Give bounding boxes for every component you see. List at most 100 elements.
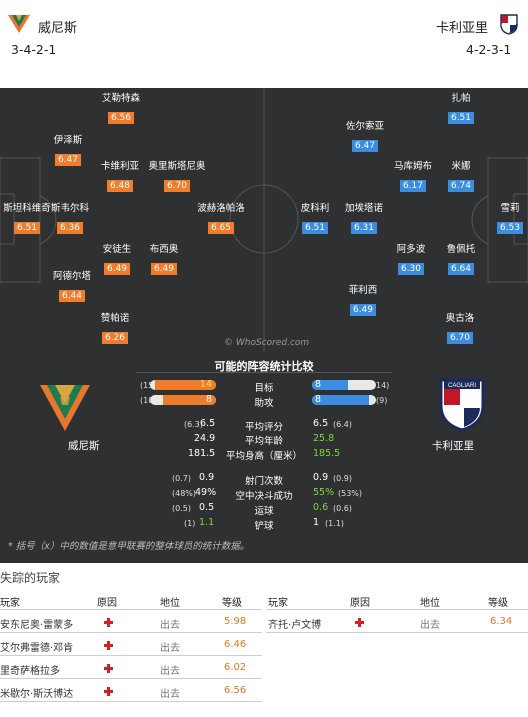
venezia-crest-icon xyxy=(40,385,90,431)
away-player-def-1[interactable]: 扎帕 6.51 xyxy=(421,93,501,124)
assists-away-paren: (9) xyxy=(376,396,388,405)
away-player-am-1[interactable]: 佐尔索亚 6.47 xyxy=(325,121,405,152)
away-label[interactable]: 卡利亚里 xyxy=(432,440,474,452)
goals-label: 目标 xyxy=(254,383,274,394)
missing-players-title: 失踪的玩家 xyxy=(0,571,61,585)
goals-home-value: 14 xyxy=(199,380,212,390)
player-name: 布西奥 xyxy=(149,244,179,255)
avg-age-home: 24.9 xyxy=(194,433,216,444)
tackles-home: 1.1 xyxy=(199,517,215,528)
avg-rating-home: 6.5 xyxy=(200,418,216,429)
player-rating: 6.51 xyxy=(13,222,41,234)
injury-icon xyxy=(104,664,113,673)
away-formation: 4-2-3-1 xyxy=(466,42,512,57)
player-name: 安徒生 xyxy=(102,244,132,255)
avg-age-away: 25.8 xyxy=(313,433,335,444)
player-rating: 6.36 xyxy=(56,222,84,234)
injury-icon xyxy=(104,618,113,627)
svg-text:CAGLIARI: CAGLIARI xyxy=(448,383,476,389)
avg-age-label: 平均年龄 xyxy=(244,436,283,447)
comparison-divider xyxy=(136,372,392,373)
player-name: 奥古洛 xyxy=(445,313,475,324)
home-player-def-1[interactable]: 伊泽斯 6.47 xyxy=(28,135,108,166)
home-label[interactable]: 威尼斯 xyxy=(68,440,100,452)
missing-player-name[interactable]: 艾尔弗雷德·邓肯 xyxy=(0,643,74,654)
player-rating: 6.70 xyxy=(446,332,474,344)
away-player-mid-1[interactable]: 马库姆布 6.17 xyxy=(373,161,453,192)
away-player-mid-2[interactable]: 阿多波 6.30 xyxy=(371,244,451,275)
away-player-def-2[interactable]: 米娜 6.74 xyxy=(421,161,501,192)
player-name: 扎帕 xyxy=(451,93,471,104)
player-name: 卡维利亚 xyxy=(100,161,139,172)
divider xyxy=(0,678,262,679)
player-name: 斯韦尔科 xyxy=(50,203,89,214)
away-player-def-4[interactable]: 奥古洛 6.70 xyxy=(420,313,500,344)
player-rating: 6.53 xyxy=(496,222,524,234)
player-name: 佐尔索亚 xyxy=(345,121,384,132)
avg-height-home: 181.5 xyxy=(188,448,216,459)
away-player-am-2[interactable]: 加埃塔诺 6.31 xyxy=(324,203,404,234)
home-team-name[interactable]: 威尼斯 xyxy=(38,21,78,36)
tackles-away: 1 xyxy=(313,517,320,528)
divider xyxy=(0,655,262,656)
home-player-gk[interactable]: 斯坦科维奇 6.51 xyxy=(0,203,67,234)
goals-away-value: 8 xyxy=(315,380,322,390)
pitch-markings xyxy=(0,88,528,351)
player-rating: 6.74 xyxy=(447,180,475,192)
away-team-name[interactable]: 卡利亚里 xyxy=(436,21,489,36)
missing-player-rating: 6.02 xyxy=(224,662,247,673)
dribbles-label: 运球 xyxy=(254,506,274,517)
home-player-def-2[interactable]: 斯韦尔科 6.36 xyxy=(30,203,110,234)
away-player-am-3[interactable]: 菲利西 6.49 xyxy=(323,285,403,316)
player-rating: 6.30 xyxy=(397,263,425,275)
home-player-am-2[interactable]: 布西奥 6.49 xyxy=(124,244,204,275)
player-name: 加埃塔诺 xyxy=(344,203,383,214)
divider xyxy=(0,609,262,610)
avg-height-label: 平均身高（厘米） xyxy=(225,451,302,462)
player-rating: 6.47 xyxy=(54,154,82,166)
home-player-def-3[interactable]: 阿德尔塔 6.44 xyxy=(32,271,112,302)
missing-player-name[interactable]: 安东尼奥·雷蒙多 xyxy=(0,620,74,631)
player-rating: 6.49 xyxy=(103,263,131,275)
col-header-player: 玩家 xyxy=(0,598,20,609)
comparison-footnote: * 括号（x）中的数值是意甲联赛的整体球员的统计数据。 xyxy=(8,541,250,552)
home-player-mid-1[interactable]: 艾勒特森 6.56 xyxy=(81,93,161,124)
col-header-reason-right: 原因 xyxy=(350,598,370,609)
shots-away: 0.9 xyxy=(313,472,329,483)
missing-player-rating: 6.34 xyxy=(490,616,513,627)
away-player-gk[interactable]: 雪莉 6.53 xyxy=(470,203,528,234)
player-rating: 6.56 xyxy=(107,112,135,124)
home-player-mid-4[interactable]: 赞帕诺 6.26 xyxy=(75,313,155,344)
divider xyxy=(266,632,528,633)
home-player-mid-2[interactable]: 卡维利亚 6.48 xyxy=(80,161,160,192)
col-header-rating-right: 等级 xyxy=(488,598,508,609)
goals-home-fill xyxy=(154,380,216,390)
player-rating: 6.48 xyxy=(106,180,134,192)
player-rating: 6.17 xyxy=(399,180,427,192)
home-player-mid-3[interactable]: 安徒生 6.49 xyxy=(77,244,157,275)
col-header-rating: 等级 xyxy=(222,598,242,609)
player-rating: 6.44 xyxy=(58,290,86,302)
player-name: 皮科利 xyxy=(300,203,330,214)
missing-player-name[interactable]: 米歇尔·斯沃博达 xyxy=(0,689,74,700)
missing-player-status: 出去 xyxy=(160,620,180,631)
player-name: 鲁佩托 xyxy=(446,244,476,255)
away-player-fw[interactable]: 皮科利 6.51 xyxy=(275,203,355,234)
missing-player-status: 出去 xyxy=(160,689,180,700)
player-name: 斯坦科维奇 xyxy=(3,203,51,214)
player-rating: 6.49 xyxy=(349,304,377,316)
home-player-am-1[interactable]: 奥里斯塔尼奥 6.70 xyxy=(137,161,217,192)
away-player-def-3[interactable]: 鲁佩托 6.64 xyxy=(421,244,501,275)
assists-label: 助攻 xyxy=(254,398,274,409)
goals-home-bar: 14 xyxy=(150,380,216,390)
col-header-reason: 原因 xyxy=(97,598,117,609)
col-header-status: 地位 xyxy=(160,598,180,609)
player-name: 马库姆布 xyxy=(393,161,432,172)
missing-player-name[interactable]: 里奇萨格拉多 xyxy=(0,666,60,677)
player-name: 菲利西 xyxy=(348,285,378,296)
assists-home-bar: 8 xyxy=(150,395,216,405)
player-name: 雪莉 xyxy=(500,203,520,214)
comparison-title: 可能的阵容统计比较 xyxy=(214,360,314,373)
home-player-fw[interactable]: 波赫洛帕洛 6.65 xyxy=(181,203,261,234)
missing-player-name[interactable]: 齐托·卢文博 xyxy=(268,620,322,631)
